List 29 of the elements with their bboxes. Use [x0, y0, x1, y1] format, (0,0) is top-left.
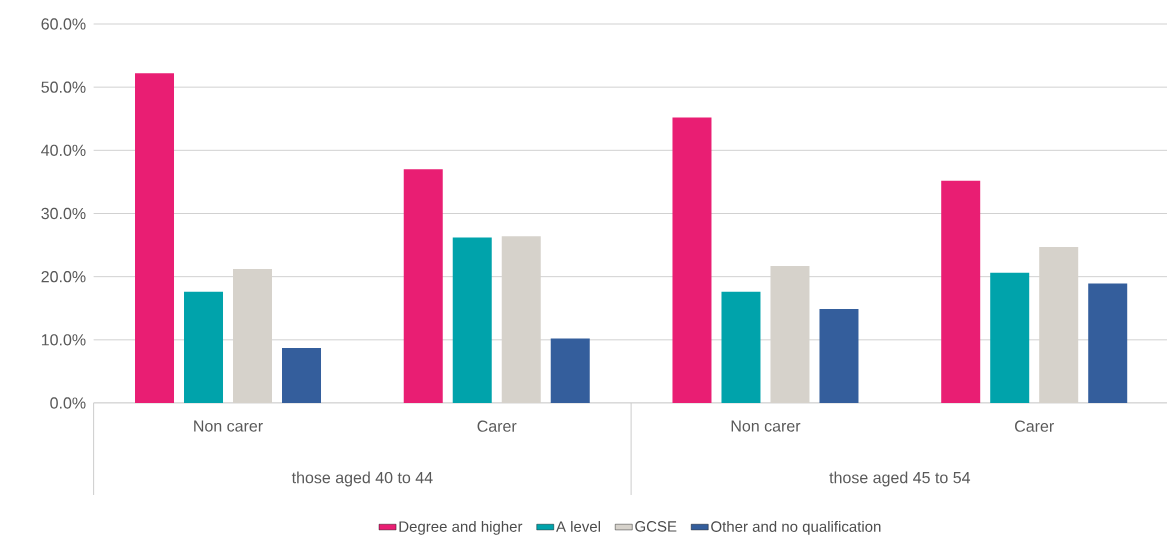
- y-tick-label: 30.0%: [41, 207, 86, 220]
- bar: [135, 73, 175, 403]
- bar: [990, 272, 1030, 403]
- bar: [184, 291, 224, 403]
- bar: [452, 237, 492, 403]
- bar: [672, 117, 712, 403]
- x-tick-label: Carer: [1015, 420, 1054, 432]
- bar: [941, 180, 981, 403]
- x-tick-label: Carer: [477, 420, 517, 432]
- legend-label: GCSE: [635, 521, 677, 532]
- legend-label: Other and no qualification: [711, 520, 881, 535]
- bar: [282, 348, 322, 403]
- x-tick-label: Non carer: [194, 420, 263, 432]
- legend-label: Degree and higher: [399, 520, 523, 535]
- bar: [403, 169, 443, 403]
- y-tick-label: 10.0%: [41, 334, 86, 346]
- bar: [1088, 283, 1128, 403]
- bar: [819, 308, 859, 403]
- x-tick-label: Non carer: [731, 420, 801, 432]
- y-tick-label: 40.0%: [41, 144, 86, 156]
- y-tick-label: 60.0%: [41, 18, 86, 30]
- text: those aged 45 to 54: [829, 471, 971, 487]
- bar: [550, 338, 590, 403]
- bar: [721, 291, 761, 403]
- legend-label: A level: [556, 520, 600, 532]
- y-tick-label: 0.0%: [50, 397, 86, 409]
- y-tick-label: 20.0%: [41, 271, 86, 283]
- y-tick-label: 50.0%: [41, 81, 86, 93]
- text: those aged 40 to 44: [291, 471, 433, 487]
